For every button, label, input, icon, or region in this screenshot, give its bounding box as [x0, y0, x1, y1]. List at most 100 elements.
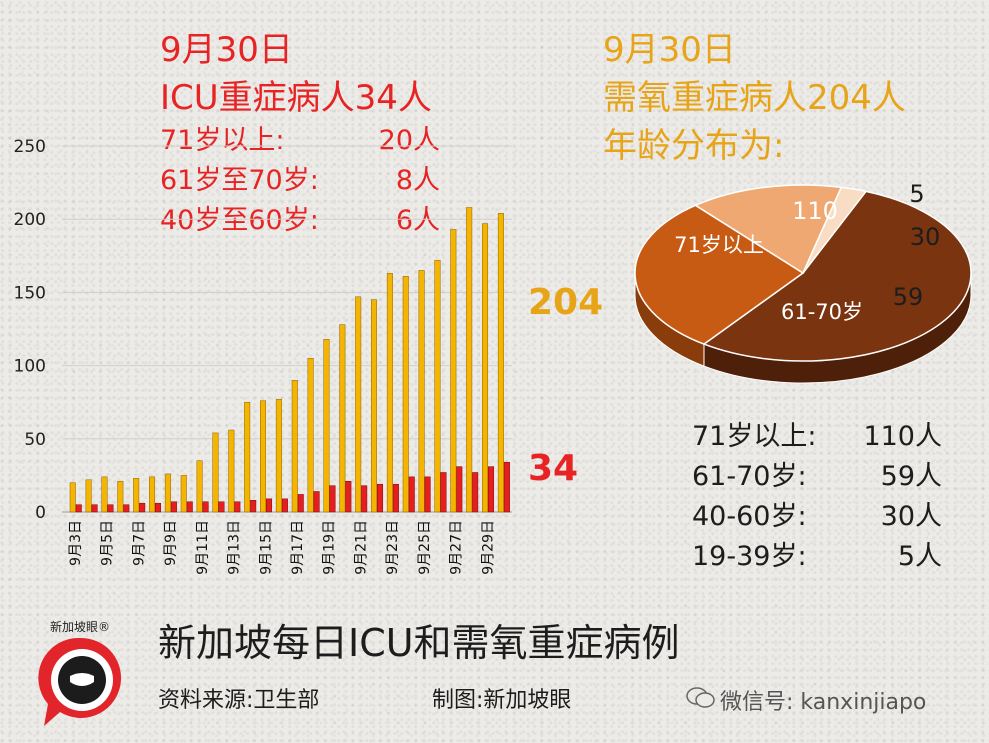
- icu-bar: [266, 498, 273, 513]
- x-tick-label: 9月25日: [417, 520, 433, 575]
- icu-bar: [170, 501, 177, 513]
- x-tick-label: 9月7日: [131, 520, 147, 566]
- x-tick-label: 9月11日: [195, 520, 211, 575]
- icu-row: 71岁以上: 20人: [160, 118, 440, 157]
- oxygen-bar: [101, 476, 108, 513]
- pie-value-label: 110: [792, 197, 838, 225]
- icu-bar: [297, 494, 304, 513]
- oxygen-bar: [69, 482, 76, 513]
- oxygen-subtitle: 年龄分布为:: [603, 126, 785, 166]
- icu-bar: [155, 502, 162, 513]
- oxygen-bar: [244, 401, 251, 513]
- icu-bar: [361, 485, 368, 513]
- oxygen-bar: [291, 379, 298, 513]
- age-row-label: 19-39岁:: [692, 541, 807, 572]
- x-tick-label: 9月15日: [258, 520, 274, 575]
- icu-bar: [202, 501, 209, 513]
- icu-row-value: 8人: [395, 165, 440, 196]
- age-row-label: 71岁以上:: [692, 421, 817, 452]
- icu-bar: [424, 476, 431, 513]
- oxygen-bar: [355, 296, 362, 513]
- oxygen-total: 需氧重症病人204人: [603, 78, 906, 118]
- oxygen-bar: [117, 481, 124, 513]
- y-tick-label: 50: [24, 430, 46, 450]
- icu-bar: [456, 466, 463, 513]
- pie-slice: [702, 190, 972, 362]
- y-tick-label: 150: [14, 283, 46, 303]
- oxygen-bar: [85, 479, 92, 513]
- oxygen-bar: [196, 460, 203, 513]
- pie-value-label: 30: [910, 223, 941, 251]
- icu-row: 61岁至70岁: 8人: [160, 158, 440, 197]
- pie-category-label: 71岁以上: [674, 233, 764, 257]
- age-row: 19-39岁: 5人: [692, 534, 942, 573]
- y-tick-label: 250: [14, 137, 46, 157]
- oxygen-bar: [275, 399, 282, 513]
- oxygen-bar: [323, 338, 330, 513]
- oxygen-bar: [164, 473, 171, 513]
- icu-row-label: 40岁至60岁:: [160, 205, 319, 236]
- x-tick-label: 9月3日: [68, 520, 84, 566]
- icu-row-label: 61岁至70岁:: [160, 165, 319, 196]
- icu-bar: [281, 498, 288, 513]
- oxygen-bar: [307, 358, 314, 513]
- oxygen-bar: [418, 270, 425, 513]
- oxygen-bar: [450, 229, 457, 513]
- age-row: 61-70岁: 59人: [692, 454, 942, 493]
- x-tick-label: 9月9日: [163, 520, 179, 566]
- icu-date: 9月30日: [160, 30, 293, 70]
- icu-bar: [186, 501, 193, 513]
- oxygen-bar: [402, 276, 409, 513]
- oxygen-bar: [133, 478, 140, 513]
- x-tick-label: 9月29日: [480, 520, 496, 575]
- icu-row-label: 71岁以上:: [160, 125, 285, 156]
- oxygen-bar: [466, 207, 473, 513]
- icu-bar: [472, 472, 479, 513]
- icu-row-value: 20人: [378, 125, 440, 156]
- oxygen-bar: [260, 400, 267, 513]
- x-tick-label: 9月13日: [227, 520, 243, 575]
- icu-bar: [488, 466, 495, 513]
- pie-value-label: 5: [909, 180, 924, 208]
- icu-bar: [377, 483, 384, 513]
- data-source: 资料来源:卫生部: [158, 688, 320, 713]
- x-tick-label: 9月19日: [322, 520, 338, 575]
- age-row-label: 40-60岁:: [692, 501, 807, 532]
- age-row: 71岁以上: 110人: [692, 414, 942, 453]
- chart-title: 新加坡每日ICU和需氧重症病例: [158, 621, 680, 665]
- pie-value-label: 59: [893, 283, 924, 311]
- icu-last-value-label: 34: [528, 448, 579, 489]
- y-tick-label: 0: [35, 503, 46, 523]
- age-row-value: 30人: [880, 501, 942, 532]
- icu-total: ICU重症病人34人: [160, 78, 432, 118]
- x-tick-label: 9月23日: [385, 520, 401, 575]
- icu-row-value: 6人: [395, 205, 440, 236]
- icu-bar: [345, 481, 352, 513]
- oxygen-bar: [386, 273, 393, 513]
- brand-logo: [38, 637, 122, 726]
- icu-bar: [218, 501, 225, 513]
- x-tick-label: 9月17日: [290, 520, 306, 575]
- y-tick-label: 200: [14, 210, 46, 230]
- oxygen-bar: [497, 213, 504, 513]
- oxygen-bar: [228, 429, 235, 513]
- oxygen-date: 9月30日: [603, 30, 736, 70]
- age-row-label: 61-70岁:: [692, 461, 807, 492]
- icu-bar: [139, 502, 146, 513]
- icu-bar: [234, 501, 241, 513]
- icu-bar: [440, 472, 447, 513]
- oxygen-bar: [339, 324, 346, 513]
- oxygen-bar: [180, 475, 187, 513]
- y-tick-label: 100: [14, 357, 46, 377]
- x-tick-label: 9月21日: [353, 520, 369, 575]
- icu-bar: [75, 504, 82, 513]
- x-tick-label: 9月27日: [449, 520, 465, 575]
- icu-bar: [329, 485, 336, 513]
- logo-label: 新加坡眼®: [50, 620, 111, 634]
- age-row-value: 5人: [897, 541, 942, 572]
- oxygen-bar: [212, 432, 219, 513]
- x-tick-label: 9月5日: [100, 520, 116, 566]
- icu-bar: [123, 504, 130, 513]
- pie-chart: 110 59 30 5 71岁以上 61-70岁: [634, 180, 972, 384]
- icu-row: 40岁至60岁: 6人: [160, 198, 440, 237]
